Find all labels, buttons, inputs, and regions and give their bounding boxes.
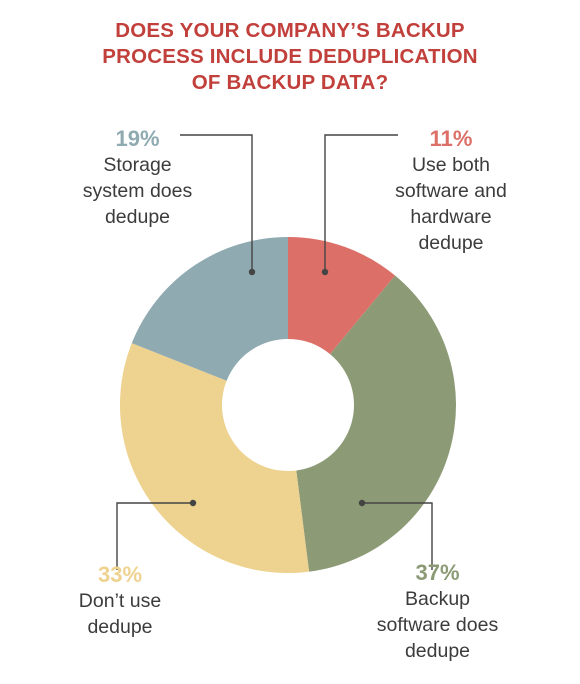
chart-title-line-1: DOES YOUR COMPANY’S BACKUP (115, 19, 465, 42)
chart-title-line-2: PROCESS INCLUDE DEDUPLICATION (102, 45, 478, 68)
leader-use-both-dot (321, 268, 329, 276)
slice-label-line: system does (82, 180, 193, 202)
slice-label-line: Use both (411, 154, 491, 176)
slice-label-line: software does (376, 614, 499, 636)
leader-dont-use-dot (189, 499, 197, 507)
slice-label-line: software and (395, 180, 507, 202)
slice-value-label: 11% (429, 126, 473, 151)
callout-use-both: 11% Use both software and hardware dedup… (356, 126, 546, 256)
slice-value-label: 33% (97, 562, 143, 587)
slice-label-line: Don’t use (78, 590, 162, 612)
slice-label-line: dedupe (418, 232, 484, 254)
leader-dont-use-line (116, 502, 193, 570)
slice-use-both (288, 237, 396, 355)
leader-storage-system-dot (248, 268, 256, 276)
chart-title-line-3: OF BACKUP DATA? (191, 71, 389, 94)
leader-backup-software-line (362, 502, 433, 570)
slice-value-label: 37% (415, 560, 460, 585)
slice-value-label: 19% (115, 126, 160, 151)
slice-label-line: Storage (103, 154, 172, 176)
slice-label-line: dedupe (104, 206, 171, 228)
slice-backup-software (296, 275, 456, 572)
slice-label-line: dedupe (404, 640, 471, 662)
slice-dont-use (119, 343, 310, 573)
slice-label-line: dedupe (87, 616, 153, 638)
chart-title: DOES YOUR COMPANY’S BACKUP PROCESS INCLU… (0, 18, 580, 96)
slice-label-line: hardware (410, 206, 492, 228)
leader-storage-system-line (180, 134, 253, 272)
slice-label-line: Backup (404, 588, 471, 610)
callout-storage-system: 19% Storage system does dedupe (50, 126, 225, 230)
callout-backup-software: 37% Backup software does dedupe (345, 560, 530, 664)
leader-backup-software-dot (358, 499, 366, 507)
callout-dont-use: 33% Don’t use dedupe (45, 562, 195, 640)
leader-use-both-line (324, 134, 398, 272)
